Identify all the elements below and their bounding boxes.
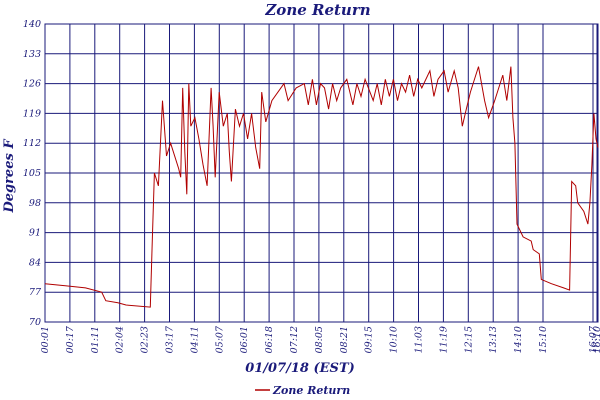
x-tick-label: 12:15 — [463, 326, 474, 353]
x-tick-label: 00:01 — [40, 326, 51, 353]
chart-title: Zone Return — [264, 1, 370, 19]
y-tick-label: 140 — [23, 19, 41, 30]
x-tick-label: 08:21 — [339, 326, 350, 353]
y-tick-label: 70 — [29, 317, 41, 328]
x-tick-label: 06:01 — [239, 326, 250, 353]
legend: Zone Return — [255, 384, 350, 397]
y-tick-label: 126 — [23, 79, 41, 90]
x-tick-label: 11:03 — [414, 326, 425, 353]
x-tick-label: 04:11 — [189, 326, 200, 353]
x-tick-label: 15:10 — [538, 326, 549, 353]
plot-frame — [44, 23, 599, 323]
y-tick-label: 119 — [23, 108, 41, 119]
y-tick-label: 98 — [29, 198, 41, 209]
grid — [44, 23, 599, 323]
series-line-zone-return — [44, 66, 599, 308]
y-tick-label: 112 — [23, 138, 41, 149]
x-tick-label: 16:10 — [592, 326, 600, 353]
y-tick-label: 91 — [29, 228, 41, 239]
x-tick-label: 09:15 — [364, 326, 375, 353]
x-tick-label: 01:11 — [90, 326, 101, 353]
y-axis-label: Degrees F — [2, 139, 17, 214]
x-tick-label: 00:17 — [65, 325, 76, 353]
y-tick-label: 133 — [23, 49, 41, 60]
x-tick-label: 10:10 — [389, 326, 400, 353]
series-group — [44, 66, 599, 308]
x-tick-label: 16:07 — [588, 325, 599, 353]
x-tick-label: 08:05 — [314, 326, 325, 353]
x-tick-label: 07:12 — [289, 326, 300, 353]
x-axis-ticks: 00:01 00:17 01:11 02:04 02:23 03:17 04:11 05:07… — [40, 325, 600, 353]
y-tick-label: 84 — [29, 257, 41, 268]
legend-label: Zone Return — [272, 384, 350, 397]
x-tick-label: 14:10 — [513, 326, 524, 353]
x-tick-label: 03:17 — [165, 325, 176, 353]
x-tick-label: 02:23 — [140, 326, 151, 353]
x-tick-label: 06:18 — [264, 326, 275, 353]
y-tick-label: 105 — [23, 168, 41, 179]
x-tick-label: 13:13 — [488, 326, 499, 353]
x-tick-label: 05:07 — [214, 325, 225, 353]
y-axis-ticks: 70 77 84 91 98 105 112 119 126 133 140 — [23, 19, 42, 328]
y-tick-label: 77 — [29, 287, 42, 298]
x-tick-label: 02:04 — [115, 326, 126, 353]
x-tick-label: 11:19 — [438, 326, 449, 353]
x-axis-label: 01/07/18 (EST) — [245, 361, 355, 376]
